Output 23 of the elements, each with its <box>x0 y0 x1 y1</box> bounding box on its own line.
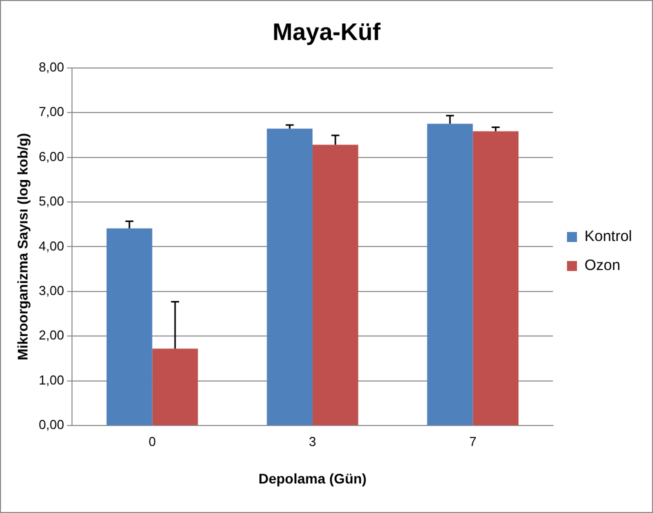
bar <box>266 128 313 426</box>
y-tick-label: 1,00 <box>38 372 64 388</box>
bar <box>152 348 198 426</box>
x-tick-label: 7 <box>469 434 476 449</box>
x-axis-title: Depolama (Gün) <box>258 470 367 486</box>
bar <box>312 144 358 426</box>
x-tick-label: 0 <box>148 434 156 449</box>
bar <box>106 228 152 426</box>
x-tick-label: 3 <box>308 434 316 449</box>
chart-title: Maya-Küf <box>272 19 382 46</box>
bar <box>472 131 519 426</box>
y-axis-title: Mikroorganizma Sayısı (log kob/g) <box>14 133 30 360</box>
y-tick-label: 8,00 <box>38 59 64 74</box>
y-tick-label: 7,00 <box>38 104 64 120</box>
legend-label: Ozon <box>584 257 620 274</box>
y-tick-label: 4,00 <box>38 238 64 254</box>
y-tick-label: 0,00 <box>38 417 64 432</box>
y-tick-label: 6,00 <box>38 148 64 164</box>
y-tick-label: 5,00 <box>38 194 64 209</box>
bar <box>427 124 473 426</box>
legend-label: Kontrol <box>584 228 632 246</box>
y-tick-label: 3,00 <box>38 283 64 298</box>
y-tick-label: 2,00 <box>38 328 64 343</box>
